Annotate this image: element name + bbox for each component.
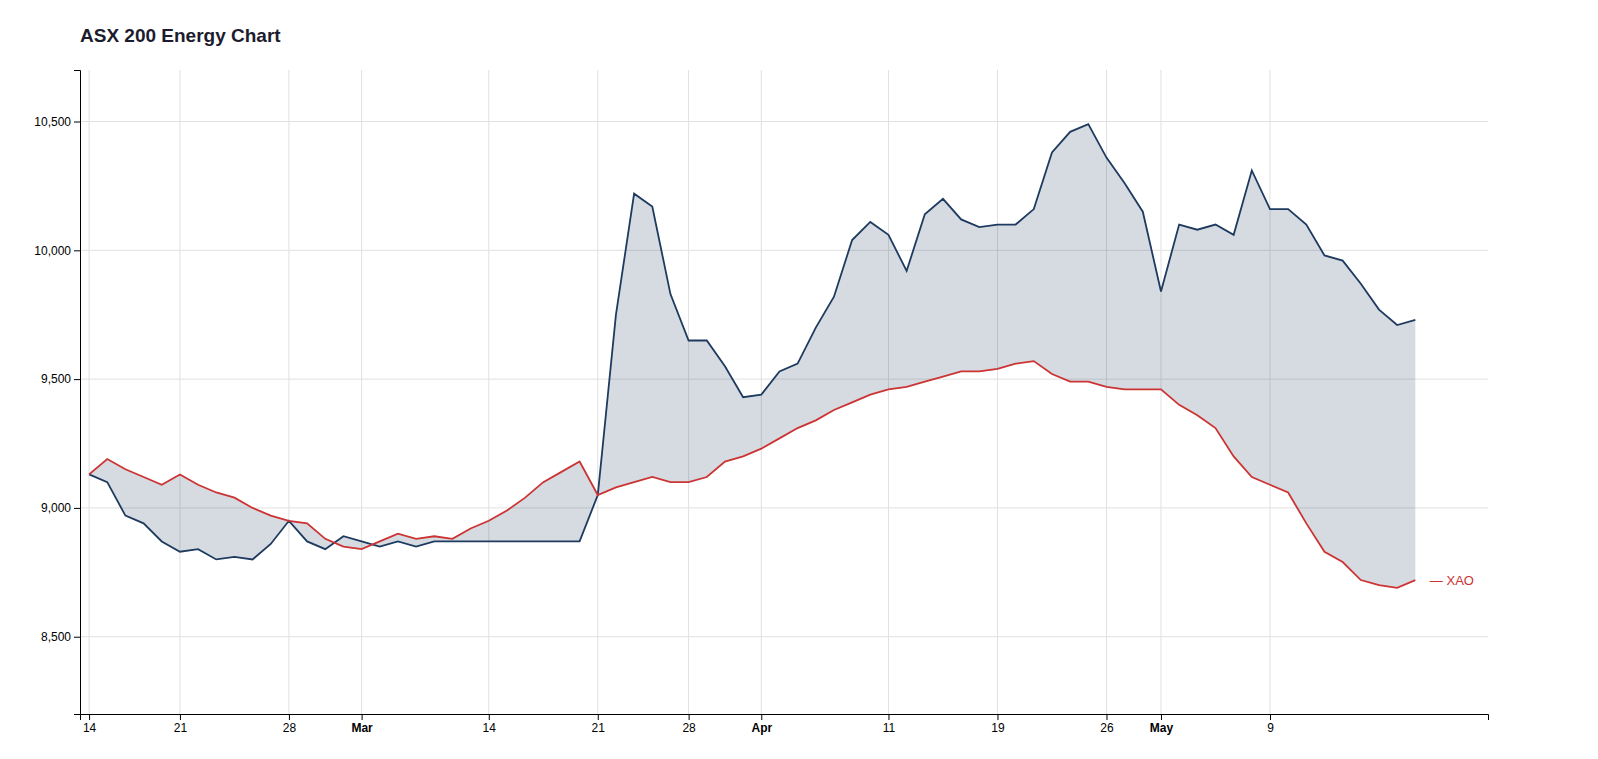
tick-label: Apr: [751, 721, 772, 735]
tick: 26: [1100, 714, 1114, 735]
grid-line: [80, 636, 1488, 637]
tick-mark: [74, 379, 80, 380]
tick-mark: [1270, 714, 1271, 720]
tick: 28: [283, 714, 297, 735]
grid-line: [288, 70, 289, 714]
tick-mark: [74, 122, 80, 123]
title: ASX 200 Energy Chart: [80, 25, 281, 46]
tick: 10,500: [34, 115, 80, 129]
axis-line: [74, 71, 81, 715]
tick-label: 10,500: [34, 115, 71, 129]
grid-line: [888, 70, 889, 714]
tick: 8,500: [41, 630, 80, 644]
grid-line: [89, 70, 90, 714]
tick: 14: [83, 714, 97, 735]
grid-line: [361, 70, 362, 714]
tick-mark: [689, 714, 690, 720]
tick-label: 26: [1100, 721, 1114, 735]
grid-line: [80, 121, 1488, 122]
tick: 11: [883, 714, 896, 735]
tick-label: 11: [883, 721, 896, 735]
grid-line: [1160, 70, 1161, 714]
marks: [89, 124, 1415, 588]
x-axis: 14 21 28 Mar 14 21 28 Apr 11 19 26 May 9: [81, 714, 1489, 735]
tick-mark: [89, 714, 90, 720]
tick-label: May: [1150, 721, 1174, 735]
series-line: [89, 361, 1415, 588]
annotation: — XAO: [1430, 573, 1474, 588]
y-axis: 8,500 9,000 9,500 10,000 10,500: [34, 71, 80, 715]
tick-mark: [362, 714, 363, 720]
grid-line: [80, 507, 1488, 508]
tick: 9,000: [41, 501, 80, 515]
tick-mark: [74, 250, 80, 251]
fill-between: [89, 124, 1415, 588]
tick-mark: [489, 714, 490, 720]
tick: 21: [174, 714, 188, 735]
chart: 14 21 28 Mar 14 21 28 Apr 11 19 26 May 9 8,500 9,000 9,…: [0, 0, 1598, 759]
grid-line: [179, 70, 180, 714]
tick: 19: [991, 714, 1005, 735]
tick: 14: [483, 714, 497, 735]
grid-line: [597, 70, 598, 714]
tick-mark: [997, 714, 998, 720]
tick-mark: [761, 714, 762, 720]
tick-label: 9: [1267, 721, 1274, 735]
tick-label: 9,000: [41, 501, 71, 515]
tick-label: 8,500: [41, 630, 71, 644]
grid-line: [997, 70, 998, 714]
tick: 28: [682, 714, 696, 735]
tick-mark: [74, 637, 80, 638]
tick-mark: [888, 714, 889, 720]
tick-label: 19: [991, 721, 1005, 735]
tick: May: [1150, 714, 1174, 735]
tick: Mar: [351, 714, 373, 735]
tick-mark: [74, 508, 80, 509]
axis-line: [81, 715, 1489, 721]
tick: 9,500: [41, 372, 80, 386]
grid-line: [488, 70, 489, 714]
tick-label: 10,000: [34, 244, 71, 258]
tick-mark: [289, 714, 290, 720]
tick-label: 14: [483, 721, 497, 735]
tick: Apr: [751, 714, 772, 735]
tick-label: Mar: [351, 721, 373, 735]
tick-mark: [1106, 714, 1107, 720]
tick-label: 28: [283, 721, 297, 735]
tick-mark: [598, 714, 599, 720]
tick-label: 14: [83, 721, 97, 735]
series-line: [89, 124, 1415, 559]
tick-label: 21: [592, 721, 606, 735]
tick-mark: [180, 714, 181, 720]
grid-line: [761, 70, 762, 714]
y-grid: [80, 122, 1488, 637]
tick: 9: [1267, 714, 1274, 735]
tick: 10,000: [34, 244, 80, 258]
tick-label: 21: [174, 721, 188, 735]
tick-label: 9,500: [41, 372, 71, 386]
tick: 21: [592, 714, 606, 735]
plot-area: 14 21 28 Mar 14 21 28 Apr 11 19 26 May 9 8,500 9,000 9,…: [34, 70, 1488, 735]
tick-label: 28: [682, 721, 696, 735]
tick-mark: [1161, 714, 1162, 720]
